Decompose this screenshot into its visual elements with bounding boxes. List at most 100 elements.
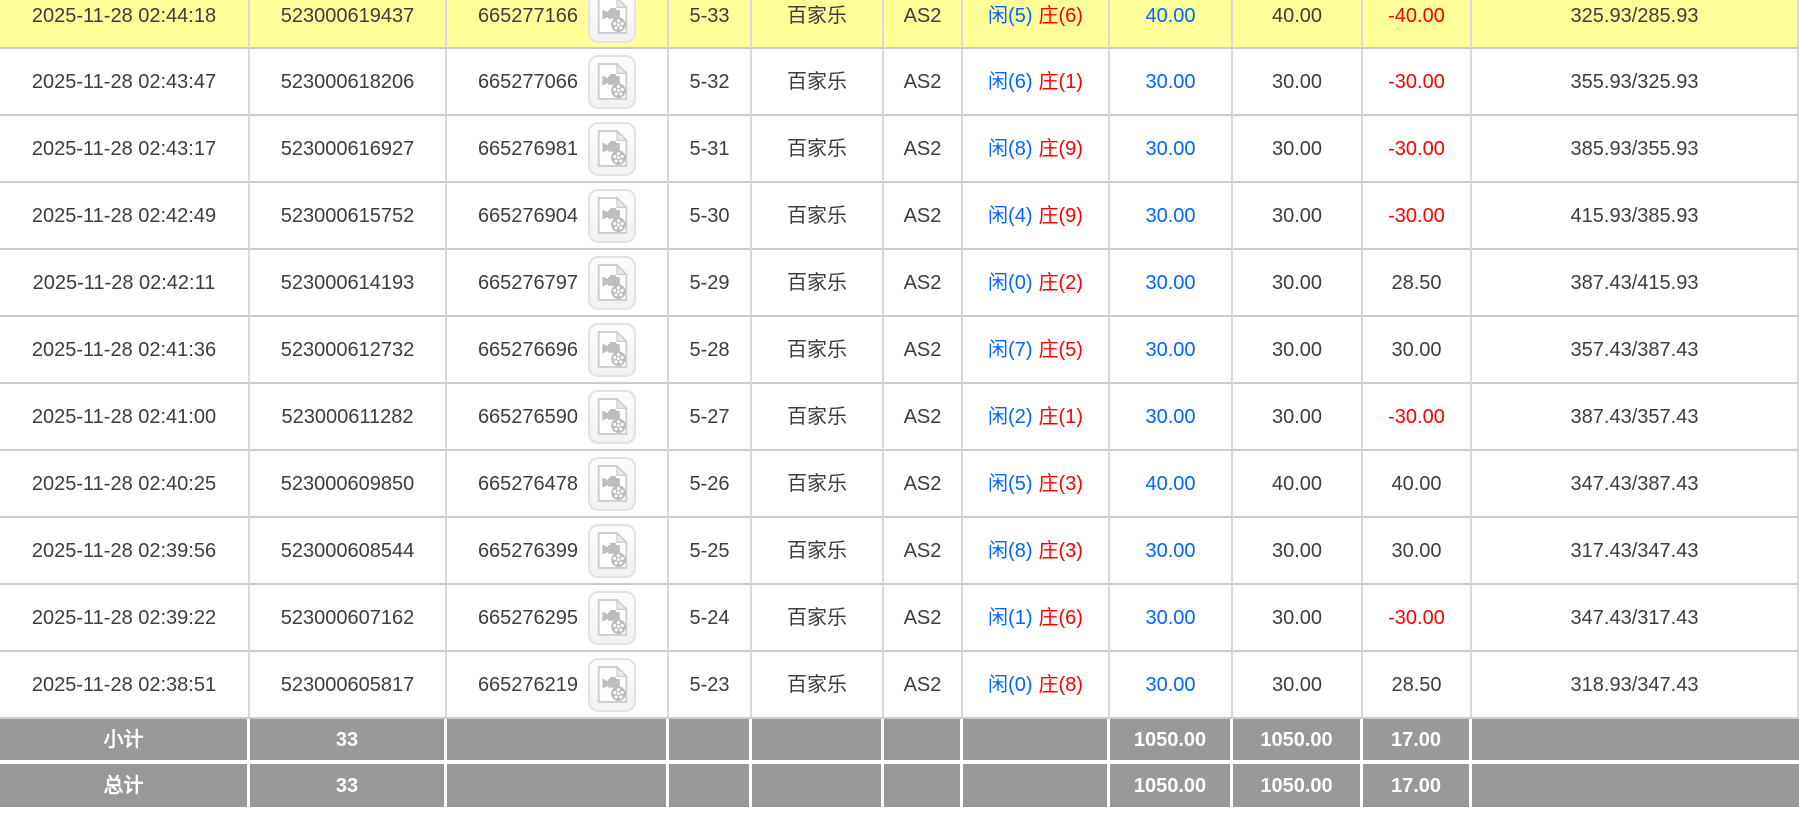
- bet-id-cell: 523000609850: [250, 451, 447, 518]
- balance-cell: 347.43/317.43: [1472, 585, 1799, 652]
- round-id-text: 665276399: [477, 539, 579, 562]
- table-code-cell: AS2: [884, 384, 963, 451]
- result-cell: 闲(1) 庄(6): [963, 585, 1110, 652]
- game-name-cell: 百家乐: [752, 183, 884, 250]
- game-name-cell: 百家乐: [752, 49, 884, 116]
- game-name-cell: 百家乐: [752, 518, 884, 585]
- banker-result: 庄(3): [1038, 539, 1083, 562]
- time-cell: 2025-11-28 02:39:22: [0, 585, 250, 652]
- win-loss-cell: 40.00: [1363, 451, 1472, 518]
- video-replay-button[interactable]: [588, 121, 637, 176]
- table-code-cell: AS2: [884, 585, 963, 652]
- banker-result: 庄(2): [1038, 271, 1083, 294]
- bet-amount-cell: 30.00: [1110, 250, 1233, 317]
- player-result: 闲(0): [988, 673, 1033, 696]
- video-replay-button[interactable]: [588, 255, 637, 310]
- bet-amount-cell: 40.00: [1110, 451, 1233, 518]
- table-code-cell: AS2: [884, 0, 963, 49]
- subtotal-bet: 1050.00: [1110, 719, 1233, 764]
- video-replay-button[interactable]: [588, 590, 637, 645]
- bet-id-cell: 523000615752: [250, 183, 447, 250]
- round-id-text: 665276797: [477, 271, 579, 294]
- round-id-text: 665276478: [477, 472, 579, 495]
- video-replay-button[interactable]: [588, 389, 637, 444]
- time-cell: 2025-11-28 02:41:36: [0, 317, 250, 384]
- banker-result: 庄(1): [1038, 70, 1083, 93]
- time-cell: 2025-11-28 02:39:56: [0, 518, 250, 585]
- result-cell: 闲(2) 庄(1): [963, 384, 1110, 451]
- banker-result: 庄(5): [1038, 338, 1083, 361]
- table-row[interactable]: 2025-11-28 02:38:51 523000605817 6652762…: [0, 652, 1799, 719]
- time-cell: 2025-11-28 02:41:00: [0, 384, 250, 451]
- table-row[interactable]: 2025-11-28 02:44:18 523000619437 6652771…: [0, 0, 1799, 49]
- shoe-round-cell: 5-24: [669, 585, 752, 652]
- video-replay-button[interactable]: [588, 322, 637, 377]
- bet-amount-cell: 30.00: [1110, 384, 1233, 451]
- time-cell: 2025-11-28 02:43:17: [0, 116, 250, 183]
- result-cell: 闲(7) 庄(5): [963, 317, 1110, 384]
- table-row[interactable]: 2025-11-28 02:39:56 523000608544 6652763…: [0, 518, 1799, 585]
- banker-result: 庄(6): [1038, 4, 1083, 27]
- bet-amount-cell: 30.00: [1110, 116, 1233, 183]
- table-row[interactable]: 2025-11-28 02:42:49 523000615752 6652769…: [0, 183, 1799, 250]
- banker-result: 庄(8): [1038, 673, 1083, 696]
- shoe-round-cell: 5-28: [669, 317, 752, 384]
- bet-amount-cell: 30.00: [1110, 652, 1233, 719]
- game-name-cell: 百家乐: [752, 317, 884, 384]
- win-loss-cell: 30.00: [1363, 518, 1472, 585]
- table-code-cell: AS2: [884, 116, 963, 183]
- result-cell: 闲(5) 庄(6): [963, 0, 1110, 49]
- time-cell: 2025-11-28 02:43:47: [0, 49, 250, 116]
- result-cell: 闲(6) 庄(1): [963, 49, 1110, 116]
- table-row[interactable]: 2025-11-28 02:41:00 523000611282 6652765…: [0, 384, 1799, 451]
- round-id-cell: 665277066: [447, 49, 669, 116]
- win-loss-cell: 28.50: [1363, 250, 1472, 317]
- win-loss-cell: -30.00: [1363, 384, 1472, 451]
- time-cell: 2025-11-28 02:40:25: [0, 451, 250, 518]
- video-replay-button[interactable]: [588, 54, 637, 109]
- video-replay-button[interactable]: [588, 456, 637, 511]
- table-row[interactable]: 2025-11-28 02:43:17 523000616927 6652769…: [0, 116, 1799, 183]
- table-row[interactable]: 2025-11-28 02:42:11 523000614193 6652767…: [0, 250, 1799, 317]
- time-cell: 2025-11-28 02:44:18: [0, 0, 250, 49]
- table-code-cell: AS2: [884, 652, 963, 719]
- shoe-round-cell: 5-26: [669, 451, 752, 518]
- round-id-cell: 665276904: [447, 183, 669, 250]
- video-file-icon: [597, 130, 627, 167]
- table-code-cell: AS2: [884, 49, 963, 116]
- game-name-cell: 百家乐: [752, 384, 884, 451]
- video-replay-button[interactable]: [588, 523, 637, 578]
- bet-id-cell: 523000611282: [250, 384, 447, 451]
- table-row[interactable]: 2025-11-28 02:39:22 523000607162 6652762…: [0, 585, 1799, 652]
- video-replay-button[interactable]: [588, 188, 637, 243]
- balance-cell: 325.93/285.93: [1472, 0, 1799, 49]
- round-id-text: 665276590: [477, 405, 579, 428]
- game-name-cell: 百家乐: [752, 451, 884, 518]
- table-row[interactable]: 2025-11-28 02:43:47 523000618206 6652770…: [0, 49, 1799, 116]
- player-result: 闲(6): [988, 70, 1033, 93]
- total-win-loss: 17.00: [1363, 764, 1472, 810]
- balance-cell: 347.43/387.43: [1472, 451, 1799, 518]
- balance-cell: 317.43/347.43: [1472, 518, 1799, 585]
- video-file-icon: [597, 63, 627, 100]
- result-cell: 闲(5) 庄(3): [963, 451, 1110, 518]
- video-replay-button[interactable]: [588, 657, 637, 712]
- banker-result: 庄(9): [1038, 204, 1083, 227]
- shoe-round-cell: 5-25: [669, 518, 752, 585]
- table-row[interactable]: 2025-11-28 02:41:36 523000612732 6652766…: [0, 317, 1799, 384]
- round-id-cell: 665276295: [447, 585, 669, 652]
- table-code-cell: AS2: [884, 250, 963, 317]
- round-id-cell: 665276797: [447, 250, 669, 317]
- player-result: 闲(5): [988, 4, 1033, 27]
- shoe-round-cell: 5-29: [669, 250, 752, 317]
- table-row[interactable]: 2025-11-28 02:40:25 523000609850 6652764…: [0, 451, 1799, 518]
- table-code-cell: AS2: [884, 317, 963, 384]
- time-cell: 2025-11-28 02:42:49: [0, 183, 250, 250]
- video-file-icon: [597, 264, 627, 301]
- balance-cell: 385.93/355.93: [1472, 116, 1799, 183]
- result-cell: 闲(8) 庄(9): [963, 116, 1110, 183]
- video-replay-button[interactable]: [588, 0, 637, 43]
- video-file-icon: [597, 398, 627, 435]
- time-cell: 2025-11-28 02:38:51: [0, 652, 250, 719]
